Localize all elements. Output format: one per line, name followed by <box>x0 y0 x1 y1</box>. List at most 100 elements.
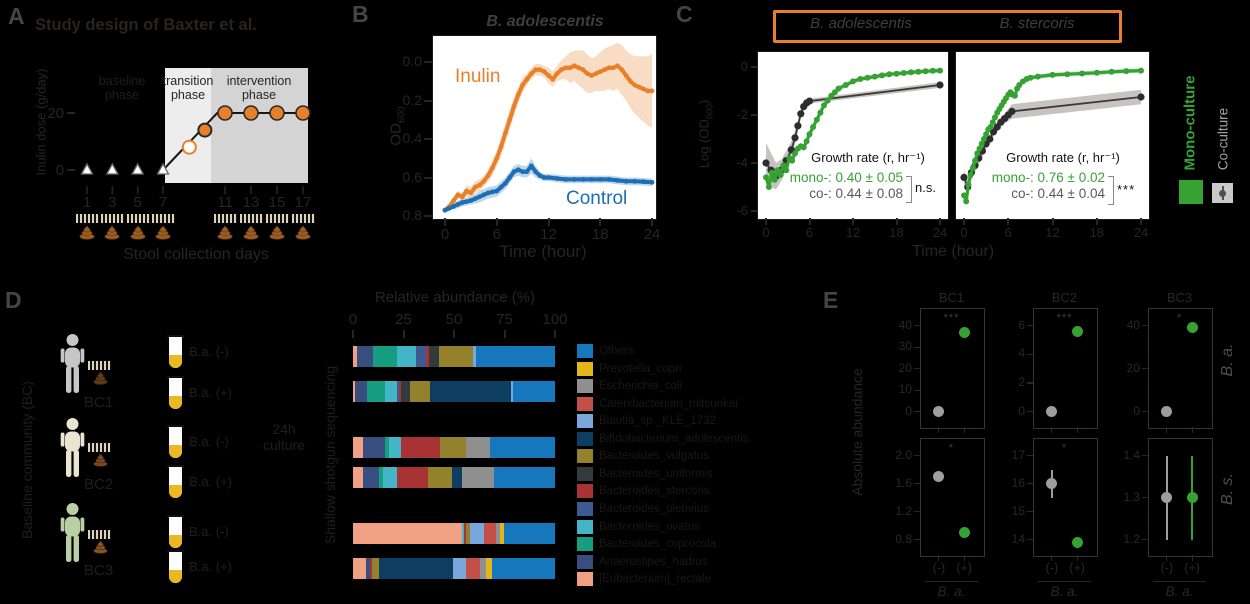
tube-cap <box>167 425 184 428</box>
bar-segment-ovatus <box>397 346 416 367</box>
data-point <box>572 63 577 69</box>
data-point <box>774 167 781 174</box>
data-point <box>606 65 612 71</box>
bar-segment-ecoli <box>479 558 487 579</box>
panelE-ytick-label: 6 <box>1018 317 1025 332</box>
panelE-ytick-mark <box>914 511 920 513</box>
panelB-ytick-mark <box>424 138 432 140</box>
panelE-ytick-mark <box>1142 497 1148 499</box>
barcode-icon <box>88 361 111 370</box>
facet-label: B. s. <box>1219 472 1237 505</box>
control-series-label: Control <box>566 188 628 209</box>
dose-plateau-marker <box>269 105 285 121</box>
data-point <box>498 184 504 190</box>
data-point <box>992 114 998 121</box>
data-point <box>958 326 970 338</box>
bar-segment-hadrus <box>363 467 380 488</box>
legend-label-uniformis: Bacteroides_uniformis <box>599 467 713 480</box>
bar-segment-ecoli <box>496 523 501 544</box>
dose-rise-marker <box>197 122 213 138</box>
data-point <box>550 76 556 82</box>
data-point <box>974 150 981 157</box>
data-point <box>468 190 474 196</box>
significance-stars: * <box>1061 442 1068 454</box>
legend-swatch-ecoli <box>577 379 593 394</box>
panelE-xtick-mark <box>938 555 940 561</box>
mono-rate-right: mono-: 0.76 ± 0.02 <box>991 170 1105 185</box>
panelC-ytick-mark <box>751 114 757 116</box>
bar-segment-stercoris <box>425 346 429 367</box>
panelE-ytick-label: 40 <box>1126 317 1140 332</box>
panel-label-d: D <box>5 287 22 313</box>
bar-segment-stercoris <box>399 381 402 402</box>
panelE-ytick-mark <box>1027 511 1033 513</box>
panelC-right-chart <box>960 67 1145 205</box>
panelC-xtick-label: 24 <box>932 225 948 240</box>
data-point <box>628 78 633 84</box>
panelE-ytick-label: 16 <box>1011 475 1025 490</box>
panelB-xtick-label: 24 <box>643 226 661 243</box>
co-rate-right: co-: 0.44 ± 0.04 <box>1011 186 1105 201</box>
legend-swatch-blautia <box>577 414 593 429</box>
bar-segment-coprocola <box>373 346 398 367</box>
data-point <box>800 144 807 151</box>
sequencing-label: Shallow shotgun sequencing <box>322 365 339 545</box>
panelE-xcat-label: (+) <box>1069 561 1085 575</box>
stacked-bar-row <box>353 437 555 458</box>
panelC-xtick-mark <box>1140 218 1142 225</box>
panelC-xtick-label: 12 <box>1045 225 1060 240</box>
data-point <box>1161 406 1173 418</box>
panelE-ytick-label: 0 <box>905 403 912 418</box>
panelE-ytick-label: 0.8 <box>895 531 912 546</box>
tube-label: B.a. (-) <box>189 434 229 449</box>
legend-swatch-others <box>577 344 593 358</box>
legend-label-prevotella: Prevotella_copri <box>599 362 682 375</box>
tube-label: B.a. (-) <box>189 524 229 539</box>
data-point <box>515 167 521 173</box>
co-culture-point <box>797 110 805 118</box>
bars-xtick-mark <box>402 330 405 338</box>
significance-bracket-left <box>906 176 912 203</box>
bar-segment-rectale <box>353 346 358 367</box>
bar-segment-hadrus <box>357 346 374 367</box>
data-point <box>900 70 907 76</box>
stacked-bar-row <box>353 467 555 488</box>
data-point <box>765 184 772 190</box>
culture-tube-icon <box>169 427 182 458</box>
panelE-xtick-mark <box>938 427 940 433</box>
data-point <box>989 119 996 126</box>
bar-segment-prevotella <box>500 523 505 544</box>
bar-segment-ovatus <box>383 467 398 488</box>
panelB-ytick-mark <box>424 61 432 63</box>
data-point <box>969 164 976 171</box>
legend-swatch-hadrus <box>577 554 593 569</box>
confidence-band <box>445 42 652 213</box>
stool-icon <box>155 226 171 240</box>
data-point <box>1027 74 1034 81</box>
data-point <box>615 63 620 69</box>
panelC-ytick-label: 0 <box>740 59 748 74</box>
panelC-xtick-label: 6 <box>805 225 814 240</box>
mono-culture-legend-label: Mono-culture <box>1181 75 1199 171</box>
panelE-ytick-label: 0 <box>1133 403 1140 418</box>
panelE-xtick-mark <box>1051 427 1053 433</box>
significance-bracket-right <box>1108 176 1114 205</box>
panelE-xtick-mark <box>1191 555 1193 561</box>
co-culture-point <box>762 159 770 167</box>
legend-swatch-stercoris <box>577 484 593 499</box>
intervention-phase-label: intervention phase <box>226 74 292 102</box>
data-point <box>623 73 629 78</box>
panelC-x-axis-label: Time (hour) <box>911 243 995 260</box>
panelC-ytick-label: -2 <box>736 107 748 122</box>
panelB-ytick-label: 0.4 <box>402 130 422 146</box>
data-point <box>937 67 943 74</box>
data-point <box>908 69 914 76</box>
dose-plateau-marker <box>217 105 233 121</box>
panelE-xgroup-label: B. a. <box>1050 584 1079 599</box>
data-point <box>593 71 599 76</box>
data-point <box>524 169 530 175</box>
data-point <box>777 172 784 178</box>
panelE-ytick-mark <box>1027 454 1033 457</box>
stacked-bar-row <box>353 558 555 579</box>
bars-xtick-label: 50 <box>445 311 463 328</box>
